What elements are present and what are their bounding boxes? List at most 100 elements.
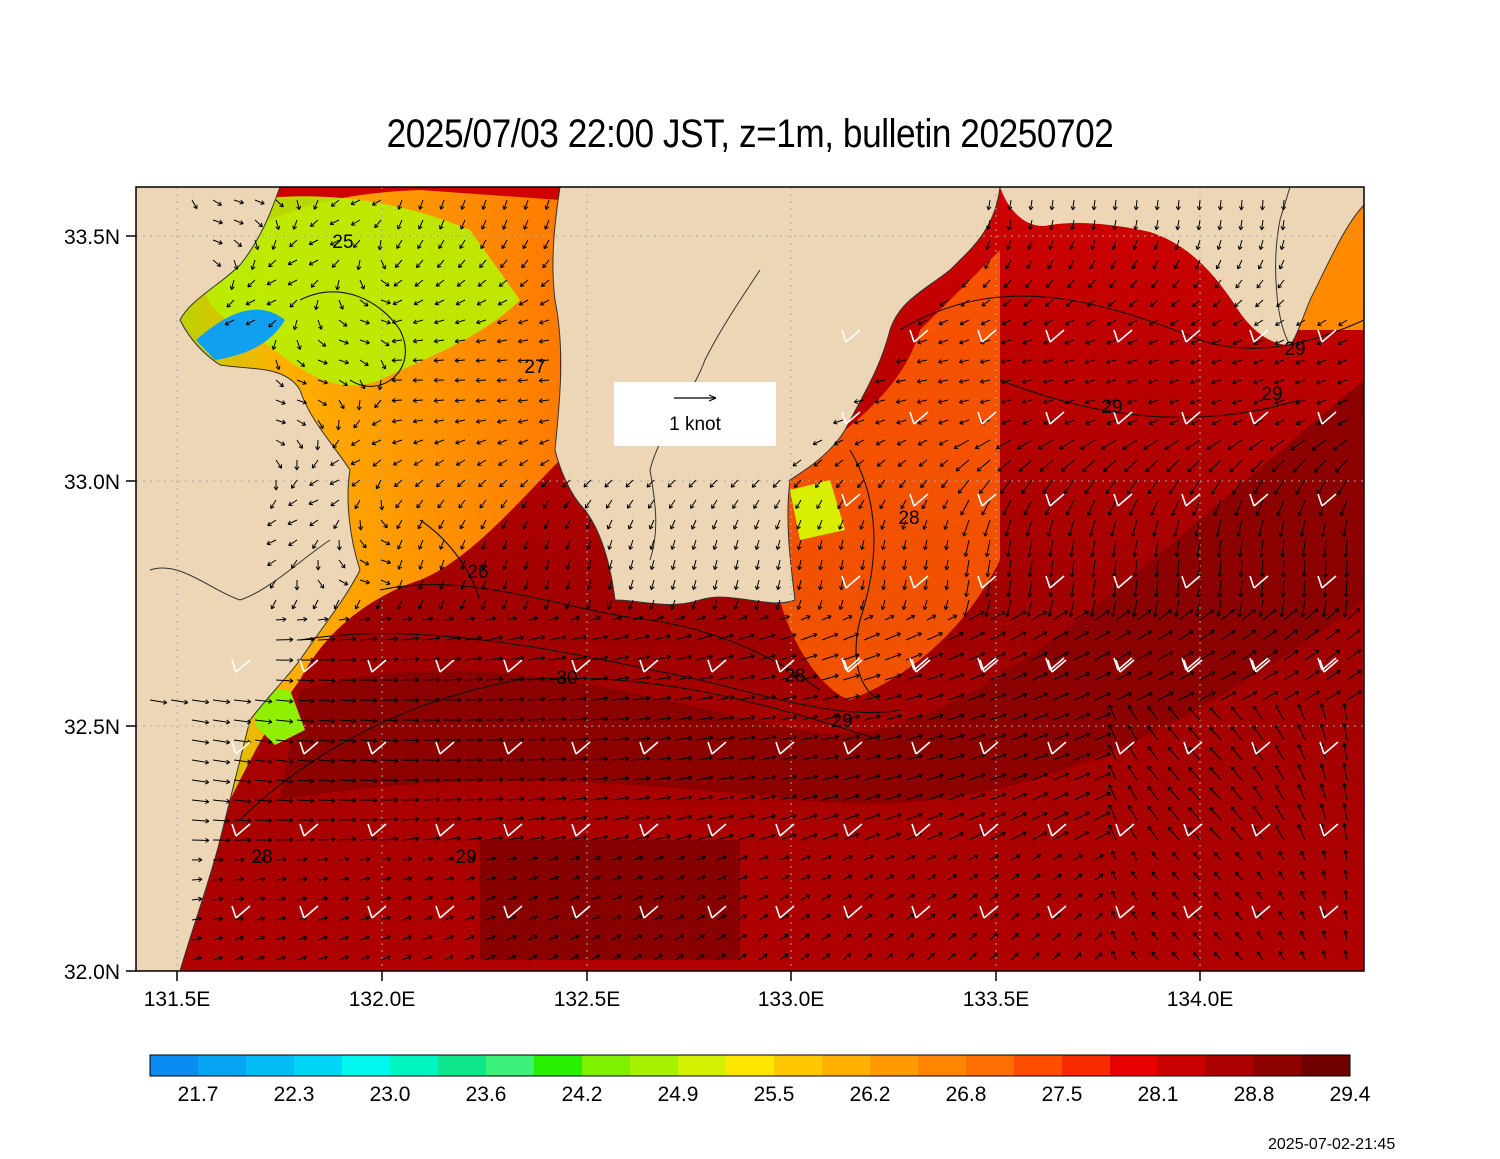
current-arrow (842, 694, 860, 701)
current-arrow (380, 339, 390, 347)
current-arrow (1213, 952, 1222, 961)
current-arrow (1027, 559, 1033, 578)
land-shikoku-north (560, 187, 1364, 345)
current-arrow (1299, 519, 1306, 537)
current-arrow (968, 812, 986, 821)
current-arrow (498, 459, 508, 466)
current-arrow (548, 855, 560, 861)
wind-barb (911, 659, 931, 673)
current-arrow (330, 499, 340, 507)
current-arrow (481, 199, 487, 210)
current-arrow (586, 599, 592, 610)
current-arrow (695, 954, 705, 961)
current-arrow (296, 817, 315, 823)
current-arrow (1010, 672, 1028, 681)
current-arrow (1085, 419, 1096, 425)
colorbar-cell (1158, 1055, 1207, 1076)
current-arrow (1010, 713, 1028, 721)
current-arrow (984, 599, 991, 617)
current-arrow (1088, 519, 1096, 537)
current-arrow (628, 599, 634, 610)
current-arrow (338, 379, 348, 386)
current-arrow (296, 798, 315, 804)
current-arrow (968, 773, 986, 781)
wind-barb (1181, 657, 1201, 671)
current-arrow (254, 916, 266, 921)
current-arrow (506, 696, 525, 702)
current-arrow (254, 719, 273, 725)
cool-patch-south (255, 690, 305, 745)
current-arrow (1031, 610, 1048, 621)
current-arrow (834, 459, 844, 467)
current-arrow (1085, 319, 1096, 326)
current-arrow (1127, 359, 1138, 365)
current-arrow (989, 932, 998, 941)
current-arrow (317, 876, 329, 882)
current-arrow (502, 599, 508, 610)
current-arrow (863, 773, 881, 781)
current-arrow (380, 915, 391, 921)
current-arrow (1241, 650, 1257, 661)
current-arrow (730, 479, 739, 488)
current-arrow (1010, 772, 1028, 781)
contour-label: 28 (251, 847, 272, 868)
current-arrow (884, 933, 894, 941)
current-arrow (905, 953, 915, 961)
current-arrow (958, 399, 970, 405)
lat-label-33-5: 33.5N (64, 226, 120, 249)
current-arrow (1073, 873, 1083, 881)
wind-barb (367, 823, 387, 837)
current-arrow (1259, 219, 1265, 231)
wind-barb (1181, 493, 1201, 507)
current-arrow (268, 259, 277, 268)
current-arrow (1342, 822, 1348, 841)
current-arrow (317, 758, 336, 764)
plot-frame (135, 186, 1365, 972)
current-arrow (380, 758, 399, 764)
current-arrow (380, 677, 399, 683)
current-arrow (960, 499, 970, 516)
current-arrow (1297, 823, 1306, 841)
current-arrow (291, 479, 298, 489)
current-arrow (1109, 519, 1117, 537)
current-arrow (800, 653, 818, 661)
current-arrow (1199, 671, 1216, 681)
current-arrow (1220, 691, 1237, 701)
current-arrow (926, 854, 937, 861)
current-arrow (506, 835, 525, 841)
current-arrow (527, 915, 538, 921)
current-arrow (422, 656, 441, 662)
current-arrow (485, 696, 504, 702)
current-arrow (926, 652, 944, 661)
current-arrow (985, 559, 991, 578)
tosa-cool-spot (790, 480, 845, 540)
current-arrow (391, 357, 403, 363)
land-shikoku (552, 187, 1001, 605)
current-arrow (1252, 785, 1264, 801)
current-arrow (1321, 890, 1327, 901)
current-arrow (1295, 339, 1306, 346)
current-arrow (527, 776, 546, 782)
current-arrow (443, 796, 462, 802)
current-arrow (590, 815, 609, 821)
current-arrow (517, 398, 529, 404)
current-arrow (1237, 599, 1243, 618)
current-arrow (506, 934, 517, 941)
current-arrow (611, 756, 630, 762)
current-arrow (527, 655, 546, 661)
current-arrow (1073, 854, 1083, 861)
current-arrow (275, 379, 284, 388)
current-arrow (1052, 712, 1070, 721)
current-arrow (422, 677, 441, 683)
current-arrow (1112, 219, 1118, 231)
current-arrow (1227, 439, 1243, 451)
current-arrow (523, 199, 529, 210)
current-arrow (821, 874, 832, 881)
current-arrow (653, 755, 672, 761)
current-arrow (989, 854, 1000, 861)
current-arrow (485, 856, 497, 862)
current-arrow (649, 559, 655, 571)
current-arrow (1105, 479, 1117, 495)
legend-box (614, 382, 776, 446)
current-arrow (842, 754, 860, 761)
